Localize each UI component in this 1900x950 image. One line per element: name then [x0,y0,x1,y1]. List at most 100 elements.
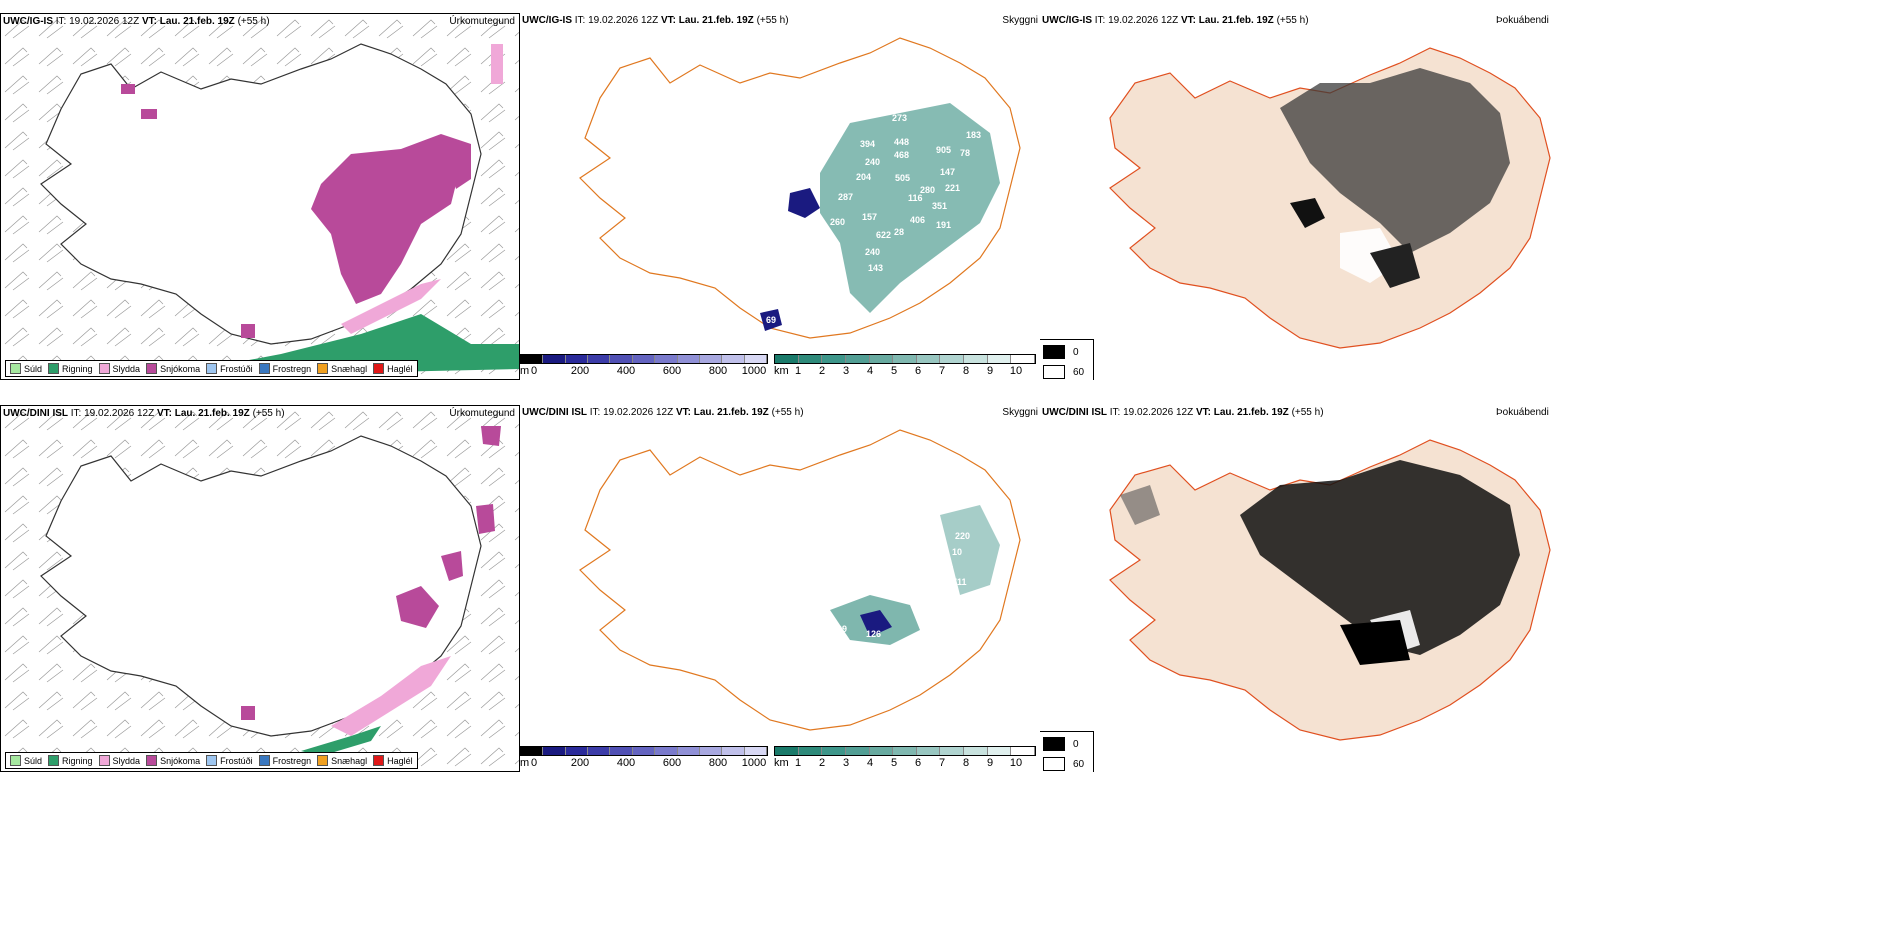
it-value: 19.02.2026 12Z [588,15,659,26]
panel-header: UWC/IG-IS IT: 19.02.2026 12Z VT: Lau. 21… [1042,15,1309,26]
vt-value: Lau. 21.feb. 19Z [1213,407,1289,418]
model-name: UWC/DINI ISL [522,407,587,418]
sleet-area [341,279,441,334]
vt-value: Lau. 21.feb. 19Z [159,16,235,27]
panel-title: Úrkomutegund [449,16,515,27]
legend-item-5: Frostregn [258,755,311,766]
visibility-tick: 7 [938,365,946,377]
vis-label: 240 [865,157,880,167]
visibility-tick: 9 [986,757,994,769]
vis-label: 147 [940,167,955,177]
it-label: IT: [70,408,82,419]
lead-time: (+55 h) [252,408,285,419]
it-value: 19.02.2026 12Z [1123,407,1194,418]
vis-label: 204 [812,142,827,152]
snow-spot [121,84,135,94]
fog-key-row: 0 [1043,737,1079,751]
vt-label: VT: [141,16,157,27]
model-name: UWC/DINI ISL [3,408,68,419]
iceland-outline [579,429,1021,731]
panel-title: Þokuábendi [1496,407,1549,418]
fog-key-row: 0 [1043,345,1079,359]
snow-spot [241,706,255,720]
legend-swatch [10,363,21,374]
visibility-unit: km [774,365,789,377]
legend-item-0: Súld [10,363,42,374]
vt-label: VT: [675,407,691,418]
visibility-tick: 5 [890,365,898,377]
panel-header: UWC/DINI ISL IT: 19.02.2026 12Z VT: Lau.… [3,408,285,419]
it-value: 19.02.2026 12Z [603,407,674,418]
visibility-tick: 1 [794,757,802,769]
legend-swatch [317,363,329,374]
it-label: IT: [1109,407,1121,418]
fog-map-bottom [1109,439,1551,741]
snow-spot [141,109,157,119]
vis-label: 622 [876,230,891,240]
low-ceiling-area [860,610,892,637]
rain-area [301,726,381,756]
panel-title: Þokuábendi [1496,15,1549,26]
fog-dense-area [1280,68,1510,253]
visibility-tick: 1 [794,365,802,377]
it-label: IT: [1094,15,1106,26]
vis-label: 28 [894,227,904,237]
lead-time: (+55 h) [1291,407,1324,418]
legend-item-7: Haglél [373,755,413,766]
ceiling-tick: 1000 [741,757,767,769]
fog-index-panel-top: UWC/IG-IS IT: 19.02.2026 12Z VT: Lau. 21… [1040,13,1900,380]
ceiling-colorbar: m 0 200 400 600 800 1000 [520,354,768,380]
visibility-colorbar: km 1 2 3 4 5 6 7 8 9 10 [774,746,1036,772]
visibility-tick: 10 [1009,365,1023,377]
visibility-tick: 3 [842,757,850,769]
panel-header: UWC/IG-IS IT: 19.02.2026 12Z VT: Lau. 21… [522,15,789,26]
fog-dense-area [1240,460,1520,655]
fog-key-swatch [1043,757,1065,771]
lead-time: (+55 h) [1276,15,1309,26]
ceiling-colorbar-boxes [520,354,768,364]
legend-item-4: Frostúði [206,363,253,374]
visibility-panel-top: 105 204 394 240 204 505 287 84 260 157 6… [520,13,1040,380]
visibility-tick: 6 [914,757,922,769]
vis-label: 126 [866,629,881,639]
fog-dense-area [1290,198,1325,228]
ceiling-colorbar: m 0 200 400 600 800 1000 [520,746,768,772]
fog-moderate-area [1120,485,1160,525]
vt-value: Lau. 21.feb. 19Z [174,408,250,419]
vis-label: 509 [832,624,847,634]
fog-map-top [1109,47,1551,349]
lead-time: (+55 h) [237,16,270,27]
vis-label: 220 [955,531,970,541]
it-label: IT: [589,407,601,418]
legend-swatch [206,755,218,766]
iceland-outline [40,435,482,737]
vt-label: VT: [1195,407,1211,418]
visibility-map-bottom: 220 10 141 711 222 178 509 126 61 51 [579,429,1021,731]
vt-label: VT: [156,408,172,419]
legend-item-7: Haglél [373,363,413,374]
vt-label: VT: [660,15,676,26]
fog-key-row: 60 [1043,757,1084,771]
fog-index-panel-bottom: UWC/DINI ISL IT: 19.02.2026 12Z VT: Lau.… [1040,405,1900,772]
legend-swatch [317,755,329,766]
ceiling-tick: 200 [570,757,590,769]
vis-label: 178 [938,607,953,617]
it-label: IT: [55,16,67,27]
model-name: UWC/DINI ISL [1042,407,1107,418]
legend-swatch [146,755,158,766]
legend-swatch [373,755,385,766]
low-ceiling-area [788,188,820,218]
sleet-spot [491,44,503,84]
it-value: 19.02.2026 12Z [69,16,140,27]
vis-label: 157 [862,212,877,222]
model-name: UWC/IG-IS [3,16,53,27]
rain-area [201,314,519,374]
vis-label: 221 [945,183,960,193]
vis-label: 351 [932,201,947,211]
precip-legend: Súld Rigning Slydda Snjókoma Frostúði Fr… [5,360,418,377]
panel-header: UWC/DINI ISL IT: 19.02.2026 12Z VT: Lau.… [522,407,804,418]
vis-label: 191 [936,220,951,230]
ceiling-tick: 0 [530,365,538,377]
snow-spot [241,324,255,338]
visibility-labels: 105 204 394 240 204 505 287 84 260 157 6… [765,113,981,325]
